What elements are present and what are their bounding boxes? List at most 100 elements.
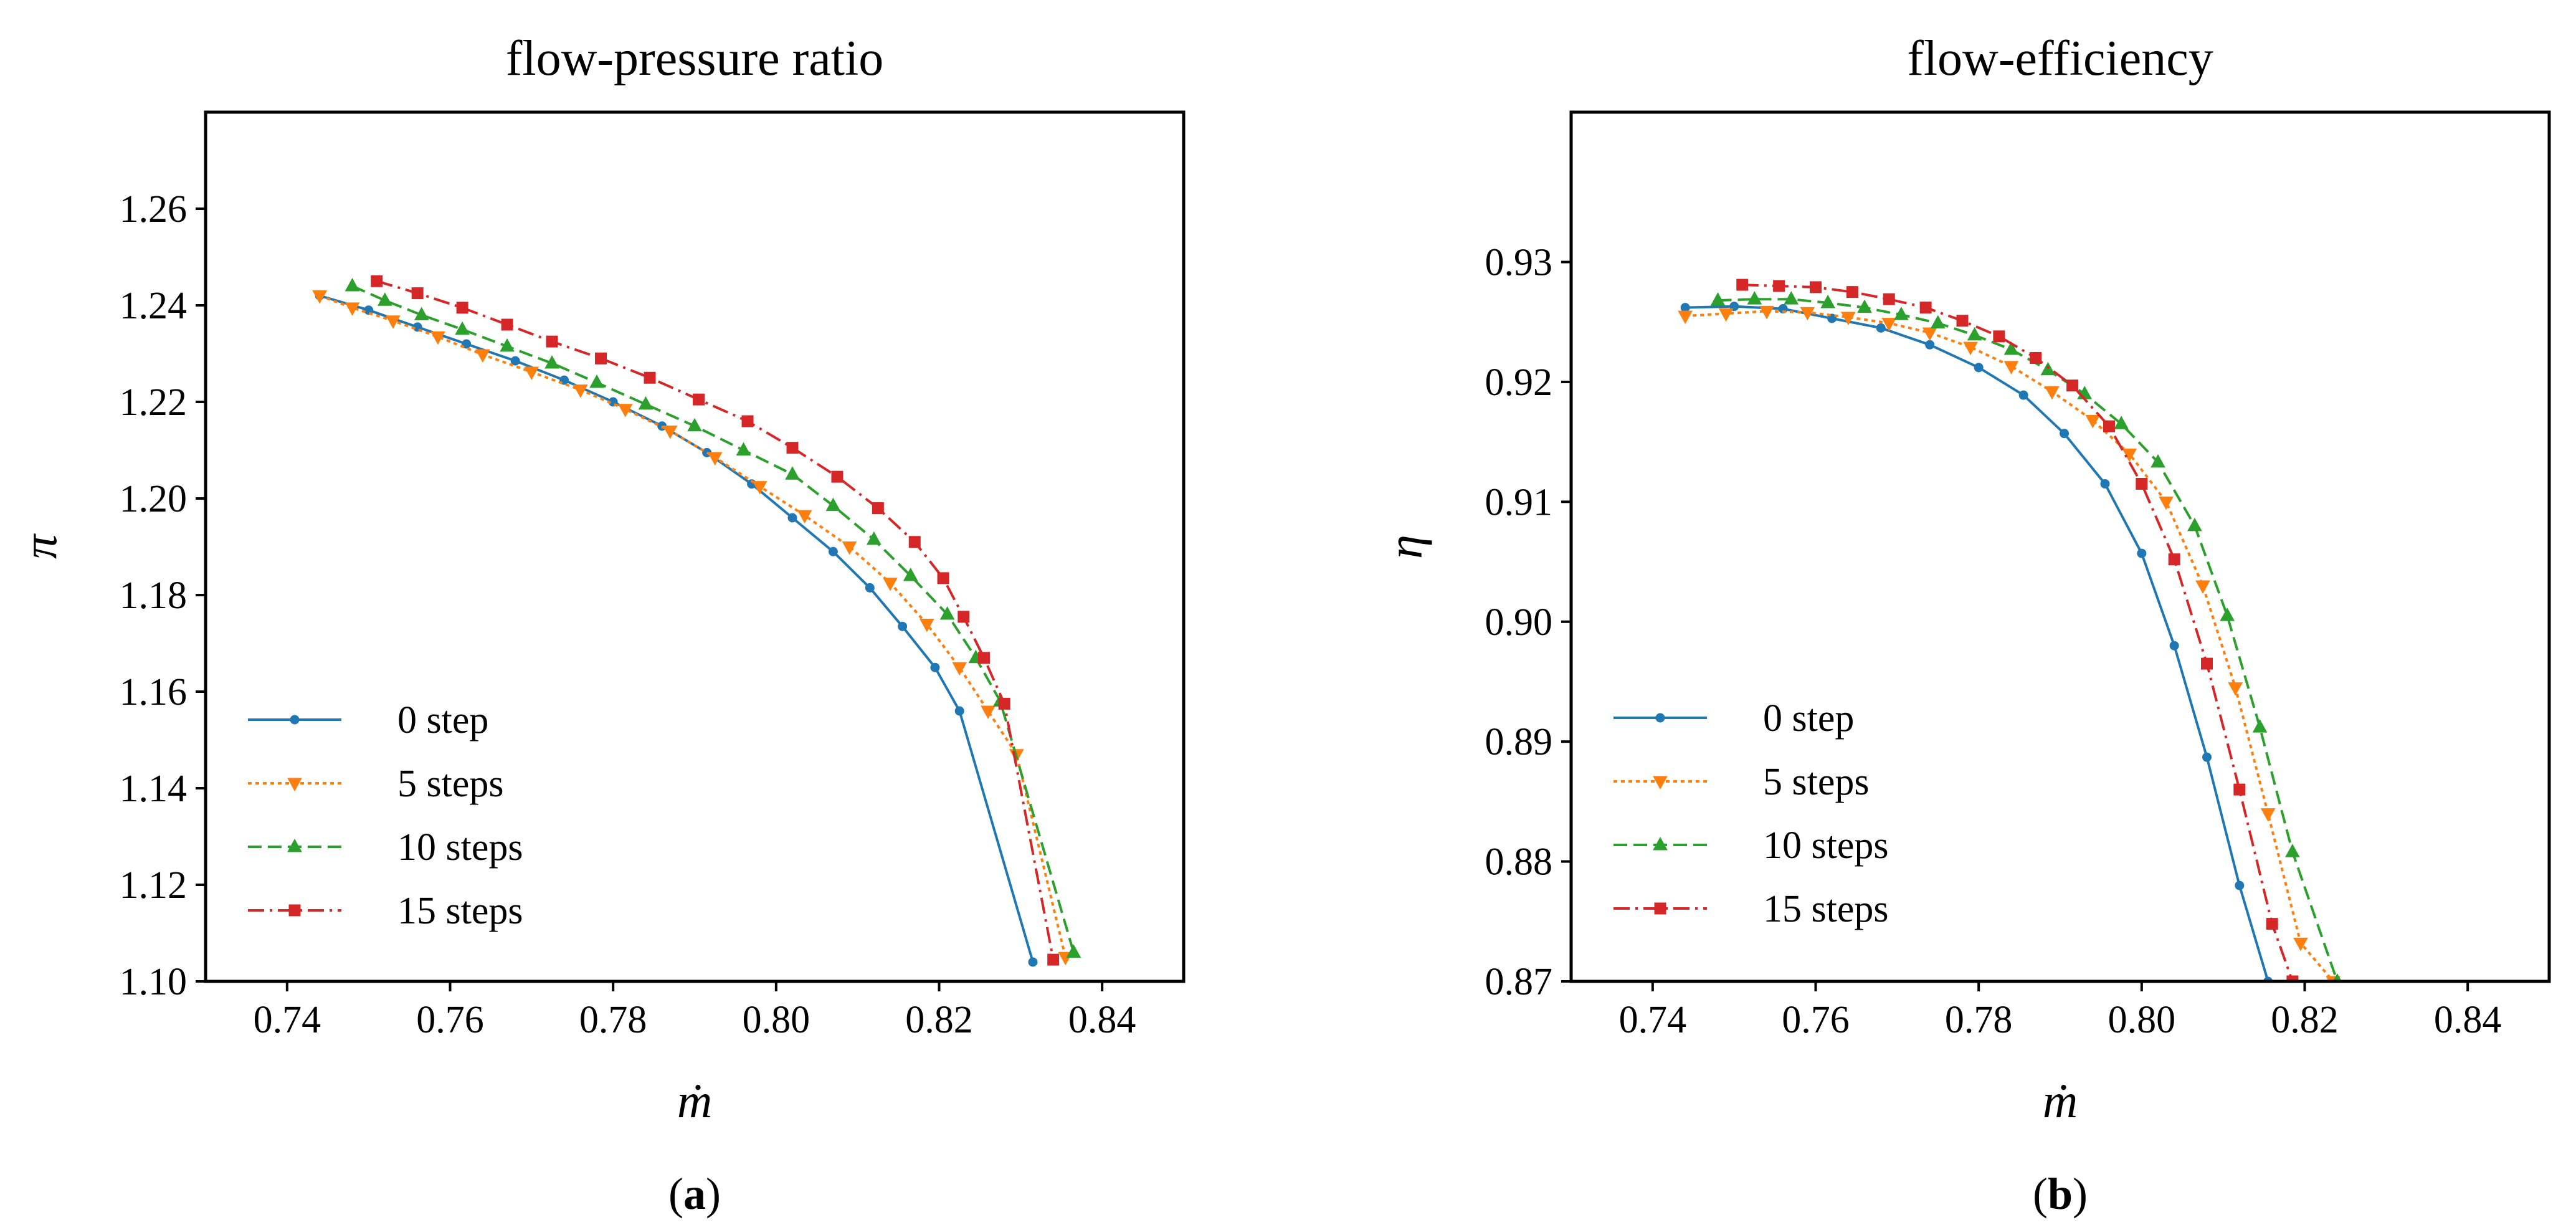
data-point-5-steps [752,481,768,495]
data-point-5-steps [617,404,633,417]
data-point-5-steps [662,426,678,439]
data-point-0-step [954,706,964,716]
data-point-10-steps [2003,341,2019,355]
data-point-0-step [1974,363,1984,373]
data-point-5-steps [981,705,996,720]
data-point-0-step [2137,548,2147,558]
data-point-15-steps [2201,657,2213,670]
x-axis-label: ṁ [2043,1074,2078,1128]
data-point-5-steps [883,578,898,591]
data-point-0-step [2235,880,2245,890]
data-point-5-steps [2260,808,2276,822]
x-tick-label: 0.80 [743,999,810,1041]
data-point-0-step [2288,1049,2297,1057]
data-point-0-step [2018,390,2028,400]
data-point-15-steps [2286,975,2299,981]
plot-frame [1569,110,2551,983]
chart-panel-flow-pressure-ratio: flow-pressure ratio 0.74 0.76 0.78 0.80 0.82 0… [12,31,1186,1219]
y-tick-label: 1.10 [120,961,188,1003]
data-point-5-steps [2228,682,2243,696]
data-point-15-steps [371,275,383,287]
data-point-5-steps [524,366,539,380]
data-point-10-steps [2151,454,2165,468]
data-point-5-steps [1922,327,1937,341]
chart-title-flow-efficiency: flow-efficiency [1907,31,2213,86]
data-point-5-steps [430,331,445,345]
data-point-0-step [1680,303,1690,313]
data-point-15-steps [998,697,1010,710]
data-point-5-steps [2045,386,2060,400]
x-tick-label: 0.78 [1945,999,2013,1041]
legend-marker-5-steps [1653,776,1668,790]
data-point-10-steps [866,531,882,545]
data-point-10-steps [736,442,751,455]
data-point-10-steps [1930,315,1946,329]
data-point-15-steps [2168,553,2180,566]
y-tick-label: 1.14 [120,768,188,810]
data-point-5-steps [1963,341,1978,356]
data-point-15-steps [937,572,949,584]
data-point-5-steps [952,662,967,676]
data-point-10-steps [1066,944,1081,958]
x-tick-label: 0.82 [905,999,973,1041]
data-point-10-steps [903,567,918,581]
y-tick-label: 0.89 [1485,721,1553,763]
plot-area [1678,279,2342,1057]
legend-label-15-steps: 15 steps [1763,888,1889,930]
y-tick-label: 1.16 [120,671,188,713]
data-point-15-steps [693,393,705,406]
data-point-15-steps [977,652,990,664]
data-point-15-steps [1736,279,1749,291]
data-point-15-steps [872,502,884,514]
data-point-10-steps [2040,361,2056,376]
y-tick-label: 1.18 [120,574,188,617]
data-point-5-steps [2003,361,2019,374]
y-tick-label: 0.87 [1485,961,1553,1003]
y-tick-label: 0.88 [1485,841,1553,884]
data-point-15-steps [1883,293,1895,305]
x-tick-label: 0.76 [1782,999,1850,1041]
data-point-15-steps [831,470,844,483]
data-point-10-steps [785,466,800,480]
data-point-10-steps [414,307,429,320]
data-point-0-step [510,356,520,366]
legend-label-15-steps: 15 steps [397,890,523,932]
plot-area [312,275,1081,967]
data-point-15-steps [958,611,970,623]
x-tick-label: 0.78 [579,999,647,1041]
data-point-5-steps [2293,937,2308,951]
x-tick-label: 0.84 [1068,999,1136,1041]
data-point-5-steps [312,290,328,304]
legend-label-0-step: 0 step [397,699,488,741]
data-point-0-step [930,662,940,672]
plot-frame [204,110,1186,983]
data-point-15-steps [2136,477,2148,490]
series-line-10-steps [351,285,1075,953]
data-point-15-steps [2103,420,2115,432]
series-line-0-step [1685,305,2269,981]
data-point-0-step [787,513,797,523]
data-point-5-steps [1881,318,1897,331]
data-point-5-steps [1800,307,1815,321]
data-point-10-steps [1857,299,1872,313]
legend-label-10-steps: 10 steps [397,826,523,869]
data-point-15-steps [644,371,656,384]
data-point-10-steps [939,606,955,620]
legend-label-0-step: 0 step [1763,697,1854,740]
y-tick-label: 0.91 [1485,481,1553,523]
series-line-15-steps [376,280,1055,960]
panel-label: (a) [668,1169,721,1219]
data-point-0-step [1925,340,1935,350]
data-point-15-steps [411,287,424,300]
data-point-0-step [2202,752,2212,762]
legend-label-10-steps: 10 steps [1763,824,1889,867]
data-point-10-steps [2285,844,2300,857]
data-point-5-steps [386,315,401,329]
data-point-10-steps [687,417,702,432]
x-tick-label: 0.82 [2271,999,2339,1041]
legend-marker-5-steps [287,778,302,792]
x-tick-label: 0.74 [254,999,321,1041]
data-point-15-steps [595,352,607,365]
data-point-5-steps [2159,496,2174,510]
